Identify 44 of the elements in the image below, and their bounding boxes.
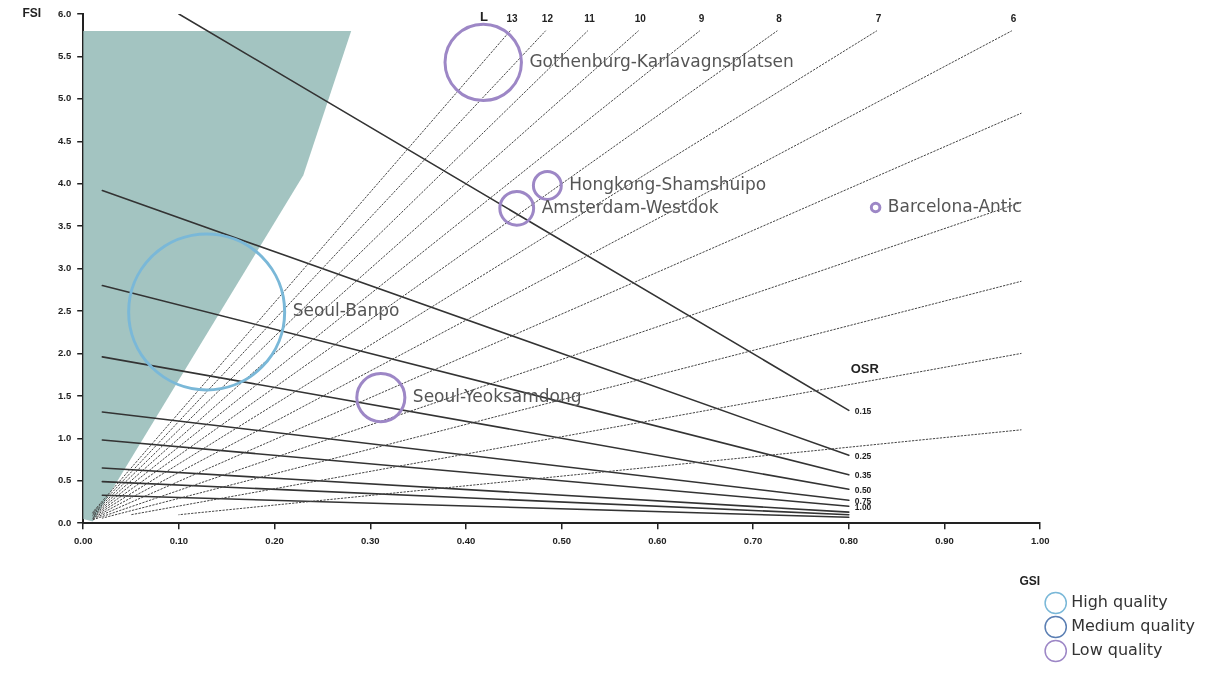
x-tick-label: 0.40 xyxy=(456,534,476,546)
series-label: 10 xyxy=(634,12,647,24)
x-tick-label: 0.90 xyxy=(935,534,954,546)
y-tick-label: 1.0 xyxy=(57,431,72,443)
y-tick-label: 2.5 xyxy=(57,304,72,316)
annotation: Gothenburg-Karlavagnsplatsen xyxy=(529,50,794,71)
legend-label: Low quality xyxy=(1071,640,1163,660)
series-label: 0.25 xyxy=(854,450,872,461)
x-tick-label: 0.50 xyxy=(552,534,571,546)
y-axis-title: FSI xyxy=(22,6,42,21)
series-label: 0.50 xyxy=(854,484,872,495)
x-tick-label: 0.00 xyxy=(73,534,93,546)
x-tick-label: 0.20 xyxy=(265,534,284,546)
y-tick-label: 3.0 xyxy=(57,262,72,274)
x-axis-title: GSI xyxy=(1019,574,1041,589)
series-label: 8 xyxy=(776,12,783,24)
x-tick-label: 0.10 xyxy=(169,534,189,546)
annotation: L xyxy=(480,9,489,25)
x-tick-label: 0.80 xyxy=(839,534,859,546)
legend-label: High quality xyxy=(1071,592,1168,612)
y-tick-label: 1.5 xyxy=(57,389,72,401)
x-tick-label: 1.00 xyxy=(1030,534,1050,546)
x-tick-label: 0.60 xyxy=(648,534,667,546)
annotation: OSR xyxy=(850,361,880,377)
series-label: 7 xyxy=(875,12,882,24)
series-label: 6 xyxy=(1010,12,1017,24)
y-tick-label: 0.0 xyxy=(57,516,72,528)
y-tick-label: 4.5 xyxy=(57,134,72,146)
y-tick-label: 4.0 xyxy=(57,177,72,189)
y-tick-label: 5.0 xyxy=(57,92,72,104)
x-tick-label: 0.30 xyxy=(361,534,380,546)
series-label: 0.35 xyxy=(854,470,872,481)
y-tick-label: 0.5 xyxy=(57,474,72,486)
y-tick-label: 5.5 xyxy=(57,50,72,62)
series-label: 0.15 xyxy=(854,405,872,416)
series-label: 12 xyxy=(541,12,554,24)
series-label: 13 xyxy=(506,12,519,24)
legend-label: Medium quality xyxy=(1071,616,1195,636)
y-tick-label: 2.0 xyxy=(57,347,72,359)
series-label: 11 xyxy=(584,12,596,24)
y-tick-label: 3.5 xyxy=(57,219,72,231)
series-label: 9 xyxy=(698,12,705,24)
y-tick-label: 6.0 xyxy=(57,7,72,19)
x-tick-label: 0.70 xyxy=(743,534,763,546)
